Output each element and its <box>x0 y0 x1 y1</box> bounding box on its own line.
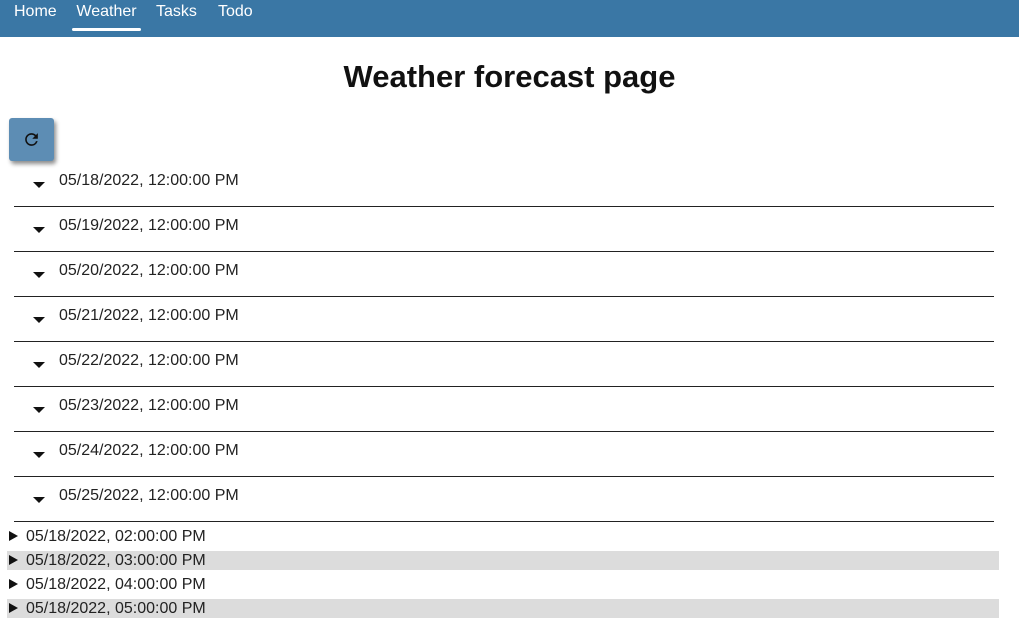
caret-down-icon <box>33 407 45 413</box>
day-row-label: 05/18/2022, 12:00:00 PM <box>59 172 239 189</box>
caret-down-icon <box>33 362 45 368</box>
caret-down-icon <box>33 497 45 503</box>
day-row-label: 05/23/2022, 12:00:00 PM <box>59 397 239 414</box>
hour-row[interactable]: 05/18/2022, 03:00:00 PM <box>7 551 999 570</box>
day-row[interactable]: 05/20/2022, 12:00:00 PM <box>14 252 994 297</box>
day-row[interactable]: 05/18/2022, 12:00:00 PM <box>14 162 994 207</box>
nav-weather[interactable]: Weather <box>72 3 141 33</box>
hour-row[interactable]: 05/18/2022, 05:00:00 PM <box>7 599 999 618</box>
triangle-right-icon <box>9 603 18 613</box>
top-navbar: Home Weather Tasks Todo <box>0 0 1019 37</box>
nav-tasks-label: Tasks <box>156 3 197 20</box>
triangle-right-icon <box>9 531 18 541</box>
page-title: Weather forecast page <box>343 59 676 94</box>
refresh-icon <box>25 133 38 146</box>
day-row[interactable]: 05/22/2022, 12:00:00 PM <box>14 342 994 387</box>
caret-down-icon <box>33 227 45 233</box>
hour-row[interactable]: 05/18/2022, 04:00:00 PM <box>7 575 999 594</box>
day-row-label: 05/24/2022, 12:00:00 PM <box>59 442 239 459</box>
nav-tasks[interactable]: Tasks <box>156 3 197 33</box>
active-tab-indicator <box>72 28 141 31</box>
day-row-label: 05/19/2022, 12:00:00 PM <box>59 217 239 234</box>
caret-down-icon <box>33 272 45 278</box>
nav-todo-label: Todo <box>218 3 253 20</box>
day-row-label: 05/20/2022, 12:00:00 PM <box>59 262 239 279</box>
nav-todo[interactable]: Todo <box>218 3 253 33</box>
day-row[interactable]: 05/23/2022, 12:00:00 PM <box>14 387 994 432</box>
hour-row-label: 05/18/2022, 02:00:00 PM <box>26 528 206 545</box>
caret-down-icon <box>33 182 45 188</box>
hour-row-label: 05/18/2022, 03:00:00 PM <box>26 552 206 569</box>
day-row-label: 05/25/2022, 12:00:00 PM <box>59 487 239 504</box>
hour-row-label: 05/18/2022, 04:00:00 PM <box>26 576 206 593</box>
hour-row-label: 05/18/2022, 05:00:00 PM <box>26 600 206 617</box>
nav-weather-label: Weather <box>76 3 137 20</box>
day-row[interactable]: 05/19/2022, 12:00:00 PM <box>14 207 994 252</box>
caret-down-icon <box>33 317 45 323</box>
day-row-label: 05/21/2022, 12:00:00 PM <box>59 307 239 324</box>
triangle-right-icon <box>9 579 18 589</box>
refresh-button[interactable] <box>9 118 54 161</box>
nav-home[interactable]: Home <box>14 3 57 33</box>
day-row[interactable]: 05/21/2022, 12:00:00 PM <box>14 297 994 342</box>
nav-home-label: Home <box>14 3 57 20</box>
caret-down-icon <box>33 452 45 458</box>
day-row[interactable]: 05/25/2022, 12:00:00 PM <box>14 477 994 522</box>
triangle-right-icon <box>9 555 18 565</box>
hour-row[interactable]: 05/18/2022, 02:00:00 PM <box>7 527 999 546</box>
day-row-label: 05/22/2022, 12:00:00 PM <box>59 352 239 369</box>
day-row[interactable]: 05/24/2022, 12:00:00 PM <box>14 432 994 477</box>
